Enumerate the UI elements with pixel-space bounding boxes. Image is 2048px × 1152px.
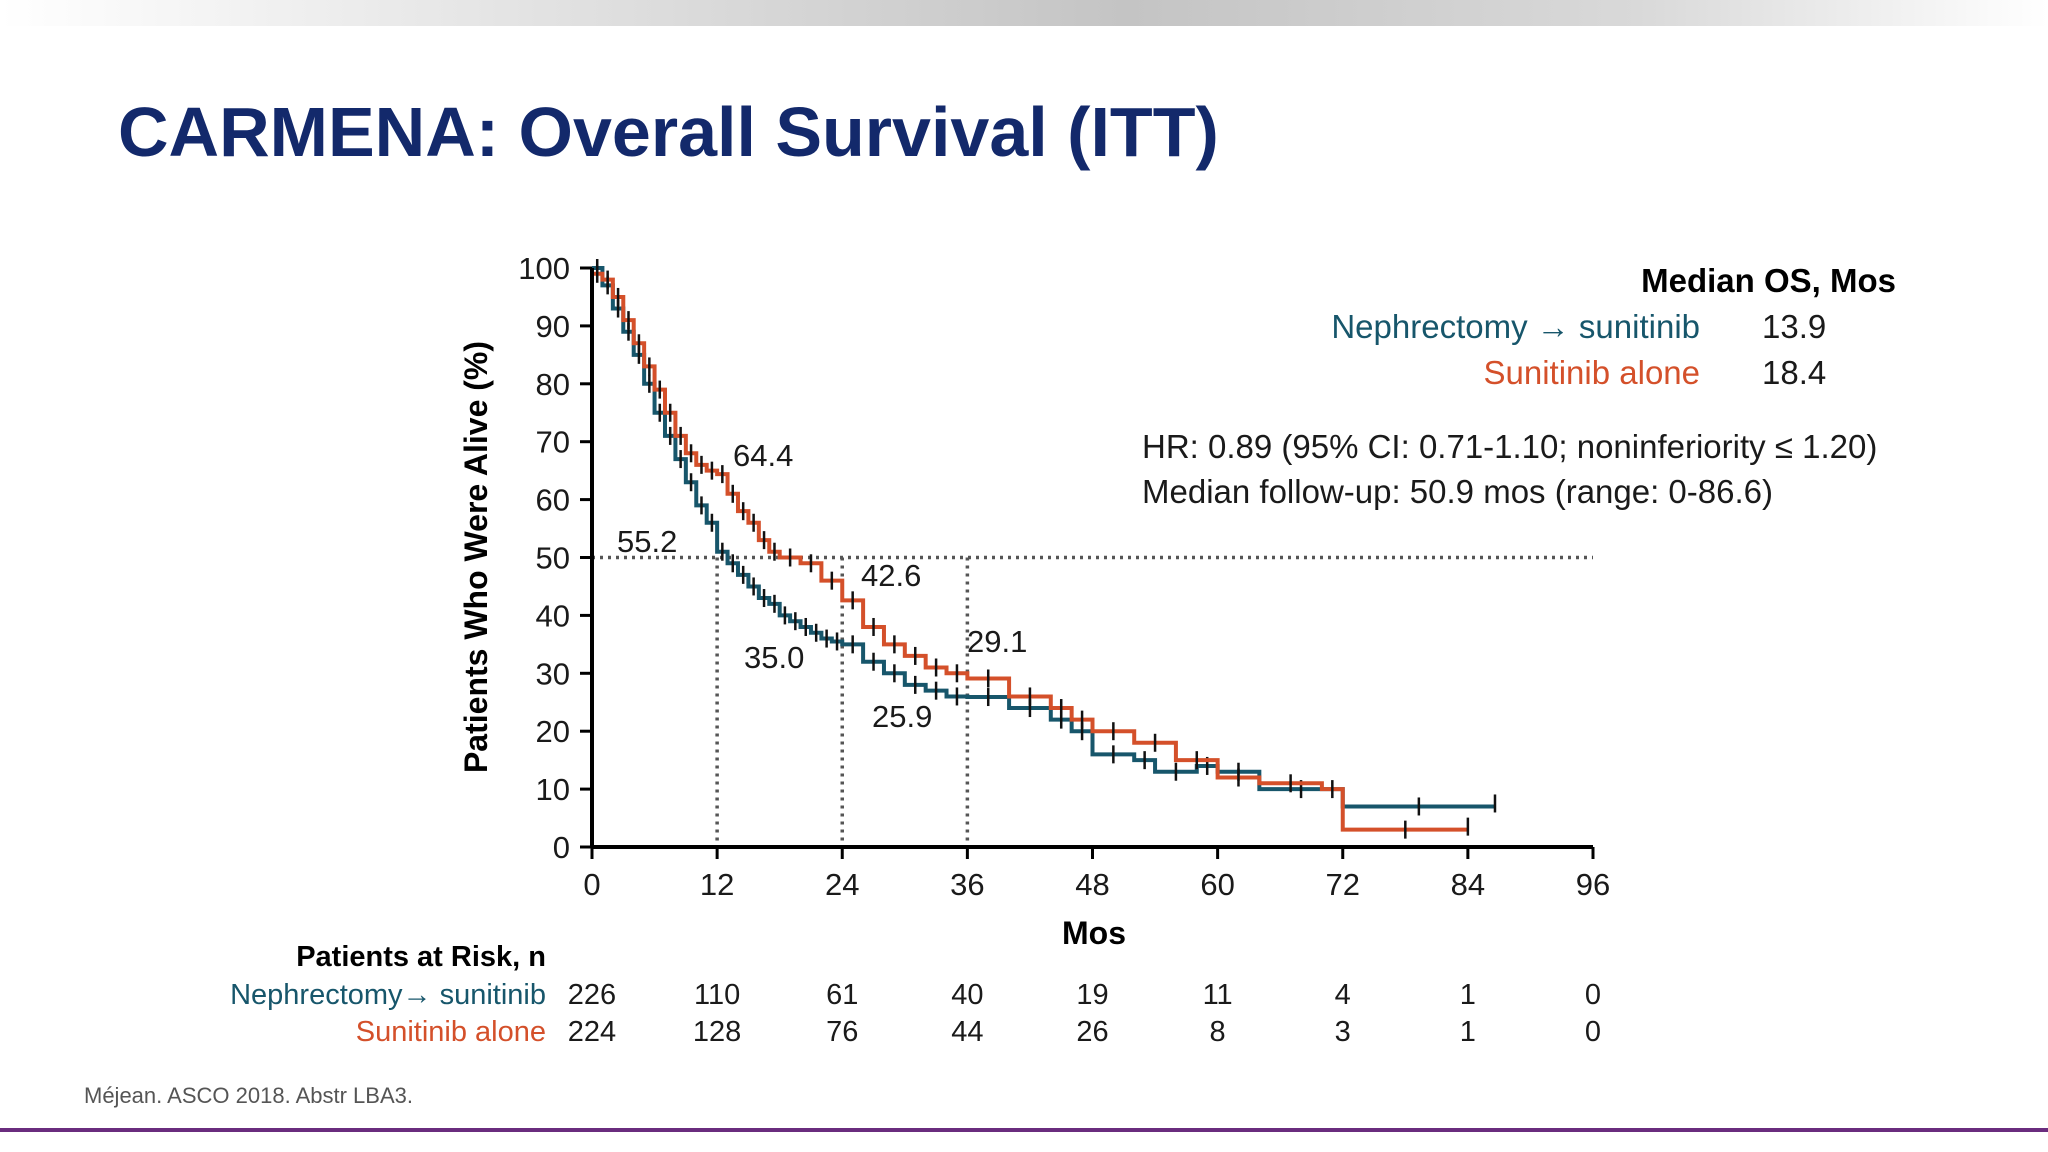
x-tick-label: 60 [1200,867,1234,902]
at-risk-sunitinib-label: Sunitinib alone [356,1016,546,1048]
annotation-42-6: 42.6 [861,558,921,593]
at-risk-sunitinib-value: 44 [951,1016,983,1048]
top-gradient-bar [0,0,2048,26]
at-risk-nephrectomy-value: 19 [1076,979,1108,1011]
legend-nephrectomy-label: Nephrectomy → sunitinib [1331,308,1700,345]
x-tick-label: 24 [825,867,859,902]
annotation-35-0: 35.0 [744,640,804,675]
at-risk-sunitinib-value: 128 [693,1016,741,1048]
at-risk-nephrectomy-value: 11 [1203,979,1233,1011]
at-risk-nephrectomy-value: 226 [568,979,616,1011]
at-risk-sunitinib-value: 76 [826,1016,858,1048]
followup-text: Median follow-up: 50.9 mos (range: 0-86.… [1142,473,1773,510]
y-tick-label: 40 [536,598,570,633]
at-risk-sunitinib-value: 0 [1585,1016,1601,1048]
at-risk-nephrectomy-value: 4 [1335,979,1351,1011]
at-risk-nephrectomy-value: 1 [1460,979,1476,1011]
bottom-accent-line [0,1128,2048,1132]
annotation-25-9: 25.9 [872,699,932,734]
y-tick-label: 50 [536,541,570,576]
at-risk-sunitinib-value: 224 [568,1016,616,1048]
y-tick-label: 90 [536,309,570,344]
at-risk-nephrectomy-value: 110 [694,979,740,1011]
annotation-55-2: 55.2 [617,524,677,559]
survival-chart: 0 12 24 36 48 60 72 84 960102030405060708090100 … [230,251,1896,1048]
x-axis-label: Mos [1062,915,1126,951]
legend-sunitinib-value: 18.4 [1762,354,1826,391]
citation-footer: Méjean. ASCO 2018. Abstr LBA3. [84,1083,413,1108]
nephrectomy-curve [592,266,1495,809]
at-risk-sunitinib-value: 1 [1460,1016,1476,1048]
x-tick-label: 12 [700,867,734,902]
y-tick-label: 100 [518,251,570,286]
annotation-29-1: 29.1 [967,624,1027,659]
slide-title: CARMENA: Overall Survival (ITT) [118,93,1219,171]
at-risk-nephrectomy-value: 40 [951,979,983,1011]
y-tick-label: 60 [536,483,570,518]
hr-text: HR: 0.89 (95% CI: 0.71-1.10; noninferior… [1142,428,1877,465]
y-axis-label: Patients Who Were Alive (%) [458,341,494,773]
legend-header: Median OS, Mos [1641,262,1896,299]
y-tick-label: 30 [536,656,570,691]
x-tick-label: 96 [1576,867,1610,902]
y-tick-label: 0 [553,830,570,865]
legend-sunitinib-label: Sunitinib alone [1484,354,1701,391]
at-risk-sunitinib-value: 26 [1076,1016,1108,1048]
y-tick-label: 70 [536,425,570,460]
at-risk-header: Patients at Risk, n [296,941,546,973]
y-tick-label: 10 [536,772,570,807]
at-risk-nephrectomy-value: 0 [1585,979,1601,1011]
at-risk-nephrectomy-value: 61 [826,979,858,1011]
at-risk-sunitinib-value: 3 [1335,1016,1351,1048]
y-tick-label: 80 [536,367,570,402]
x-tick-label: 36 [950,867,984,902]
x-tick-label: 0 [583,867,600,902]
legend-nephrectomy-value: 13.9 [1762,308,1826,345]
y-tick-label: 20 [536,714,570,749]
x-tick-label: 84 [1451,867,1485,902]
annotation-64-4: 64.4 [733,438,793,473]
x-tick-label: 72 [1326,867,1360,902]
at-risk-nephrectomy-label: Nephrectomy→ sunitinib [230,979,546,1011]
x-tick-label: 48 [1075,867,1109,902]
at-risk-sunitinib-value: 8 [1210,1016,1226,1048]
